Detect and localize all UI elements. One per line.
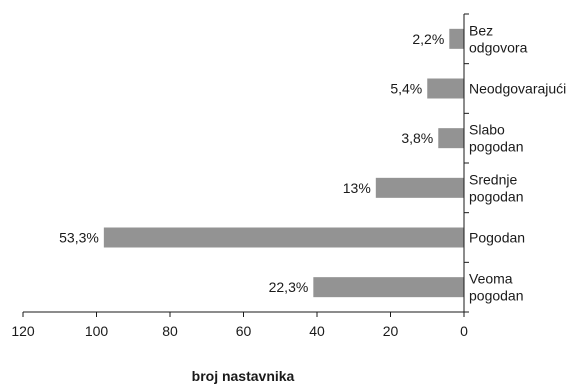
- category-label: Veoma pogodan: [469, 271, 524, 304]
- x-axis-title: broj nastavnika: [192, 368, 295, 384]
- bar: [375, 177, 464, 198]
- x-tick-label: 80: [162, 323, 178, 339]
- data-label: 13%: [343, 180, 371, 196]
- x-tick-label: 40: [309, 323, 325, 339]
- data-labels-group: 2,2% 5,4% 3,8% 13% 53,3% 22,3%: [59, 31, 444, 295]
- category-label: Bez odgovora: [469, 22, 528, 55]
- category-labels-group: Bez odgovora Neodgovarajući Slabo pogodan Sre…: [469, 22, 566, 303]
- category-label: Pogodan: [469, 230, 525, 246]
- x-tick-label: 100: [85, 323, 109, 339]
- category-label: Slabo pogodan: [469, 122, 524, 155]
- x-ticks-group: 120 100 80 60 40 20 0: [11, 312, 468, 339]
- data-label: 3,8%: [401, 130, 433, 146]
- bar: [449, 28, 464, 49]
- bar: [427, 78, 464, 99]
- y-ticks-group: [464, 13, 469, 313]
- x-tick-label: 20: [383, 323, 399, 339]
- bar: [103, 227, 464, 248]
- x-tick-label: 0: [460, 323, 468, 339]
- x-tick-label: 60: [236, 323, 252, 339]
- bar: [313, 277, 464, 298]
- data-label: 53,3%: [59, 230, 99, 246]
- data-label: 22,3%: [269, 279, 309, 295]
- bars-group: [103, 28, 464, 298]
- data-label: 5,4%: [390, 81, 422, 97]
- bar: [438, 128, 464, 149]
- data-label: 2,2%: [412, 31, 444, 47]
- x-tick-label: 120: [11, 323, 35, 339]
- category-label: Srednje pogodan: [469, 171, 524, 204]
- category-label: Neodgovarajući: [469, 81, 566, 97]
